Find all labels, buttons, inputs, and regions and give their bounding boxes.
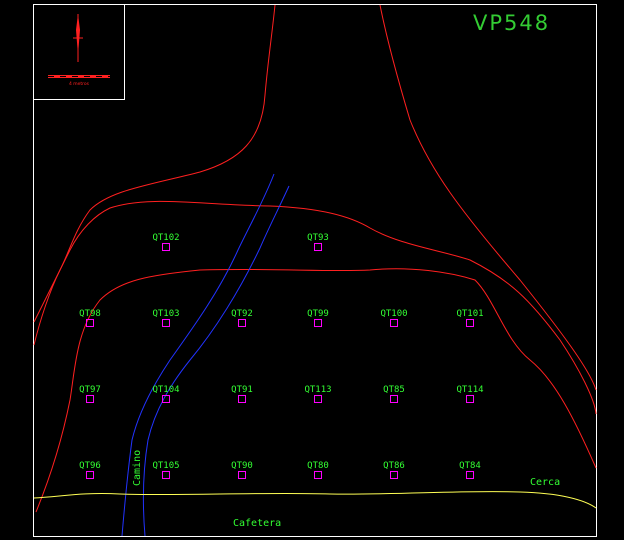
plot-marker[interactable]: QT113 bbox=[304, 385, 332, 403]
legend-box: 4 metros bbox=[33, 4, 125, 100]
plot-square-icon bbox=[390, 471, 398, 479]
plot-square-icon bbox=[466, 471, 474, 479]
plot-label: QT91 bbox=[231, 385, 253, 395]
plot-marker[interactable]: QT103 bbox=[152, 309, 180, 327]
map-frame bbox=[33, 4, 597, 537]
plot-marker[interactable]: QT90 bbox=[231, 461, 253, 479]
plot-square-icon bbox=[466, 319, 474, 327]
plot-marker[interactable]: QT105 bbox=[152, 461, 180, 479]
plot-square-icon bbox=[390, 395, 398, 403]
plot-square-icon bbox=[314, 395, 322, 403]
plot-label: QT92 bbox=[231, 309, 253, 319]
plot-marker[interactable]: QT98 bbox=[79, 309, 101, 327]
plot-label: QT96 bbox=[79, 461, 101, 471]
plot-label: QT99 bbox=[307, 309, 329, 319]
area-label: Cafetera bbox=[233, 518, 281, 529]
plot-marker[interactable]: QT100 bbox=[380, 309, 408, 327]
plot-label: QT113 bbox=[304, 385, 331, 395]
plot-square-icon bbox=[162, 471, 170, 479]
plot-label: QT90 bbox=[231, 461, 253, 471]
plot-label: QT80 bbox=[307, 461, 329, 471]
scale-text: 4 metros bbox=[69, 81, 90, 87]
plot-square-icon bbox=[238, 395, 246, 403]
fence-label: Cerca bbox=[530, 477, 560, 488]
plot-label: QT84 bbox=[459, 461, 481, 471]
plot-marker[interactable]: QT96 bbox=[79, 461, 101, 479]
plot-label: QT100 bbox=[380, 309, 407, 319]
plot-marker[interactable]: QT114 bbox=[456, 385, 484, 403]
plot-square-icon bbox=[86, 319, 94, 327]
map-title: VP548 bbox=[473, 11, 550, 35]
road-label: Camino bbox=[132, 450, 143, 486]
plot-layer: QT102 QT93 QT98 QT103 QT92 QT99 QT100 QT101 QT97… bbox=[79, 233, 484, 479]
plot-marker[interactable]: QT99 bbox=[307, 309, 329, 327]
plot-square-icon bbox=[162, 319, 170, 327]
plot-label: QT103 bbox=[152, 309, 179, 319]
plot-marker[interactable]: QT86 bbox=[383, 461, 405, 479]
road bbox=[121, 173, 290, 537]
plot-label: QT114 bbox=[456, 385, 483, 395]
plot-square-icon bbox=[238, 319, 246, 327]
plot-marker[interactable]: QT92 bbox=[231, 309, 253, 327]
plot-marker[interactable]: QT84 bbox=[459, 461, 481, 479]
contour-lines bbox=[33, 4, 597, 513]
plot-square-icon bbox=[86, 471, 94, 479]
scale-bar bbox=[48, 75, 110, 78]
plot-square-icon bbox=[162, 395, 170, 403]
plot-square-icon bbox=[390, 319, 398, 327]
fence-line bbox=[33, 491, 597, 509]
plot-square-icon bbox=[466, 395, 474, 403]
plot-marker[interactable]: QT91 bbox=[231, 385, 253, 403]
plot-label: QT93 bbox=[307, 233, 329, 243]
plot-label: QT101 bbox=[456, 309, 483, 319]
plot-label: QT86 bbox=[383, 461, 405, 471]
plot-label: QT98 bbox=[79, 309, 101, 319]
plot-square-icon bbox=[162, 243, 170, 251]
plot-square-icon bbox=[314, 243, 322, 251]
plot-marker[interactable]: QT85 bbox=[383, 385, 405, 403]
plot-label: QT102 bbox=[152, 233, 179, 243]
plot-square-icon bbox=[86, 395, 94, 403]
north-arrow-icon bbox=[73, 14, 83, 62]
plot-marker[interactable]: QT101 bbox=[456, 309, 484, 327]
plot-marker[interactable]: QT104 bbox=[152, 385, 180, 403]
plot-marker[interactable]: QT80 bbox=[307, 461, 329, 479]
plot-square-icon bbox=[314, 319, 322, 327]
plot-square-icon bbox=[238, 471, 246, 479]
plot-marker[interactable]: QT93 bbox=[307, 233, 329, 251]
plot-label: QT85 bbox=[383, 385, 405, 395]
plot-label: QT97 bbox=[79, 385, 101, 395]
plot-marker[interactable]: QT102 bbox=[152, 233, 180, 251]
plot-label: QT104 bbox=[152, 385, 179, 395]
plot-label: QT105 bbox=[152, 461, 179, 471]
plot-marker[interactable]: QT97 bbox=[79, 385, 101, 403]
plot-square-icon bbox=[314, 471, 322, 479]
